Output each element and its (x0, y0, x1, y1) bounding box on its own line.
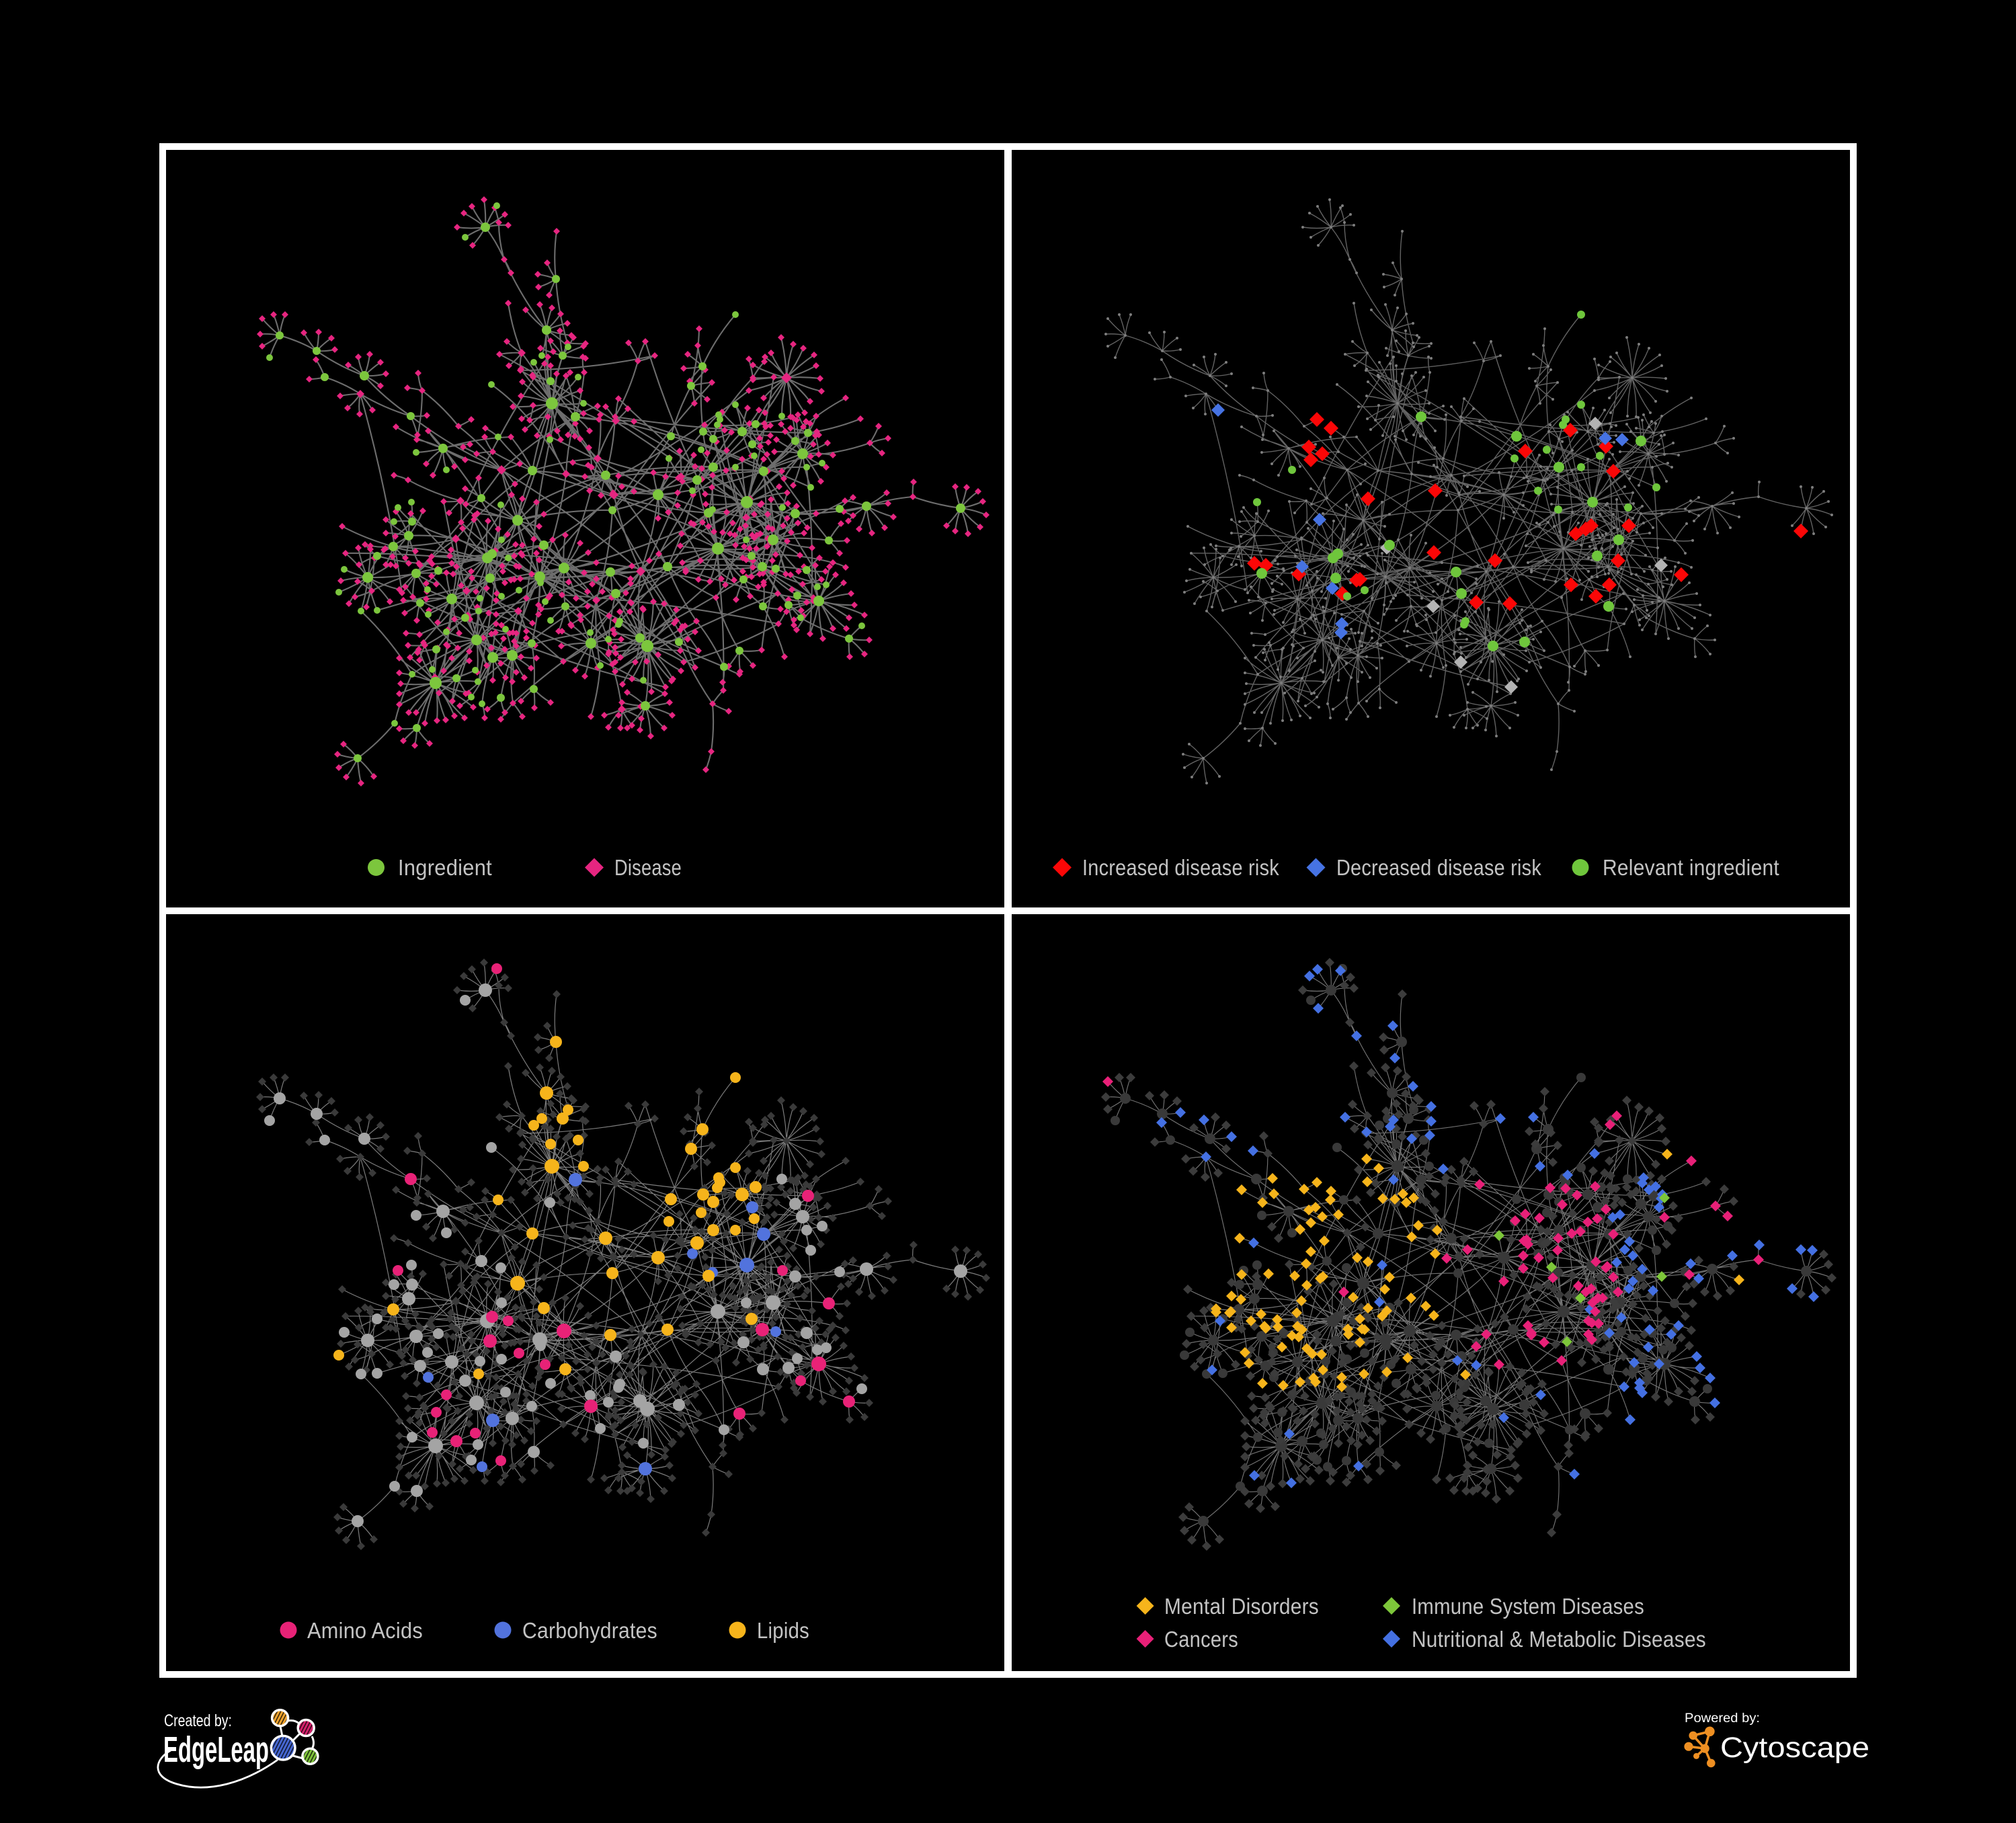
svg-text:EdgeLeap: EdgeLeap (163, 1730, 269, 1770)
svg-text:Ingredient: Ingredient (398, 855, 492, 880)
svg-text:Lipids: Lipids (757, 1618, 809, 1643)
svg-text:Mental Disorders: Mental Disorders (1164, 1594, 1319, 1619)
svg-text:Nutritional & Metabolic Diseas: Nutritional & Metabolic Diseases (1412, 1627, 1706, 1652)
svg-text:Cytoscape: Cytoscape (1720, 1732, 1869, 1764)
svg-text:Created by:: Created by: (164, 1711, 232, 1730)
svg-text:Decreased disease risk: Decreased disease risk (1336, 855, 1541, 880)
svg-text:Carbohydrates: Carbohydrates (522, 1618, 657, 1643)
svg-text:Increased disease risk: Increased disease risk (1082, 855, 1279, 880)
svg-text:Powered by:: Powered by: (1685, 1711, 1760, 1726)
svg-text:Amino Acids: Amino Acids (307, 1618, 423, 1643)
svg-text:Disease: Disease (614, 855, 682, 880)
svg-text:Immune System Diseases: Immune System Diseases (1412, 1594, 1644, 1619)
svg-text:Cancers: Cancers (1164, 1627, 1238, 1652)
svg-text:Relevant ingredient: Relevant ingredient (1603, 855, 1779, 880)
